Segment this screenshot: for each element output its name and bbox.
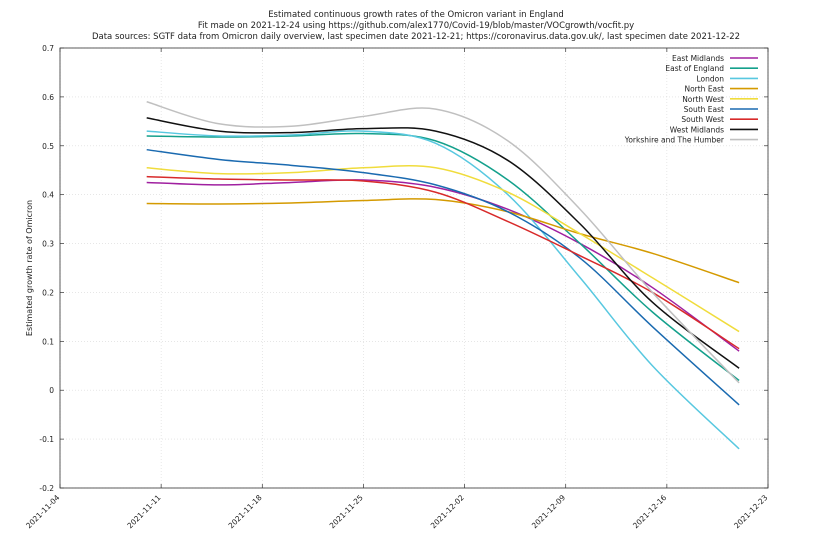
grid [59, 47, 769, 489]
y-tick-label: 0.2 [42, 288, 54, 297]
x-tick-label: 2021-11-11 [125, 493, 162, 530]
x-tick-label: 2021-12-16 [631, 493, 668, 530]
x-tick-label: 2021-11-04 [24, 493, 61, 530]
y-tick-label: -0.1 [39, 435, 54, 444]
y-tick-label: 0.6 [42, 93, 54, 102]
series-line-north-west [146, 165, 740, 333]
series-line-east-of-england [146, 132, 740, 382]
legend-label-yorkshire-and-the-humber: Yorkshire and The Humber [624, 136, 725, 145]
x-tick-label: 2021-12-02 [429, 493, 466, 530]
axes: -0.2 -0.1 0 0.1 0.2 0.3 0.4 0.5 0.6 0.7 2021-11-04… [24, 44, 769, 530]
y-tick-label: -0.2 [39, 484, 54, 493]
x-tick-label: 2021-11-18 [227, 493, 264, 530]
series-line-yorkshire-and-the-humber [146, 101, 740, 384]
legend-label-south-east: South East [684, 105, 724, 114]
y-tick-label: 0.3 [42, 240, 54, 249]
chart-subtitle-fit: Fit made on 2021-12-24 using https://git… [198, 21, 634, 31]
y-axis-label: Estimated growth rate of Omicron [25, 200, 34, 336]
legend-label-east-midlands: East Midlands [672, 54, 724, 63]
series-line-west-midlands [146, 117, 740, 369]
series-lines [146, 101, 740, 450]
y-tick-label: 0.4 [42, 191, 54, 200]
y-tick-label: 0.7 [42, 44, 54, 53]
legend-label-east-of-england: East of England [665, 64, 724, 73]
x-tick-label: 2021-11-25 [328, 493, 365, 530]
series-line-south-east [146, 148, 740, 406]
legend-label-south-west: South West [681, 115, 724, 124]
legend-label-london: London [697, 74, 725, 83]
series-line-london [146, 130, 740, 450]
chart-subtitle-sources: Data sources: SGTF data from Omicron dai… [92, 32, 740, 42]
y-tick-label: 0.1 [42, 337, 54, 346]
x-tick-label: 2021-12-23 [732, 493, 769, 530]
chart-title: Estimated continuous growth rates of the… [268, 10, 564, 20]
series-line-south-west [146, 175, 740, 350]
y-tick-label: 0 [49, 386, 54, 395]
legend-label-north-east: North East [684, 85, 724, 94]
x-tick-label: 2021-12-09 [530, 493, 567, 530]
series-line-north-east [146, 198, 740, 284]
y-tick-label: 0.5 [42, 142, 54, 151]
legend-label-north-west: North West [682, 95, 724, 104]
plot-frame [59, 47, 769, 489]
legend-label-west-midlands: West Midlands [670, 125, 724, 134]
chart-title-group: Estimated continuous growth rates of the… [92, 10, 740, 42]
